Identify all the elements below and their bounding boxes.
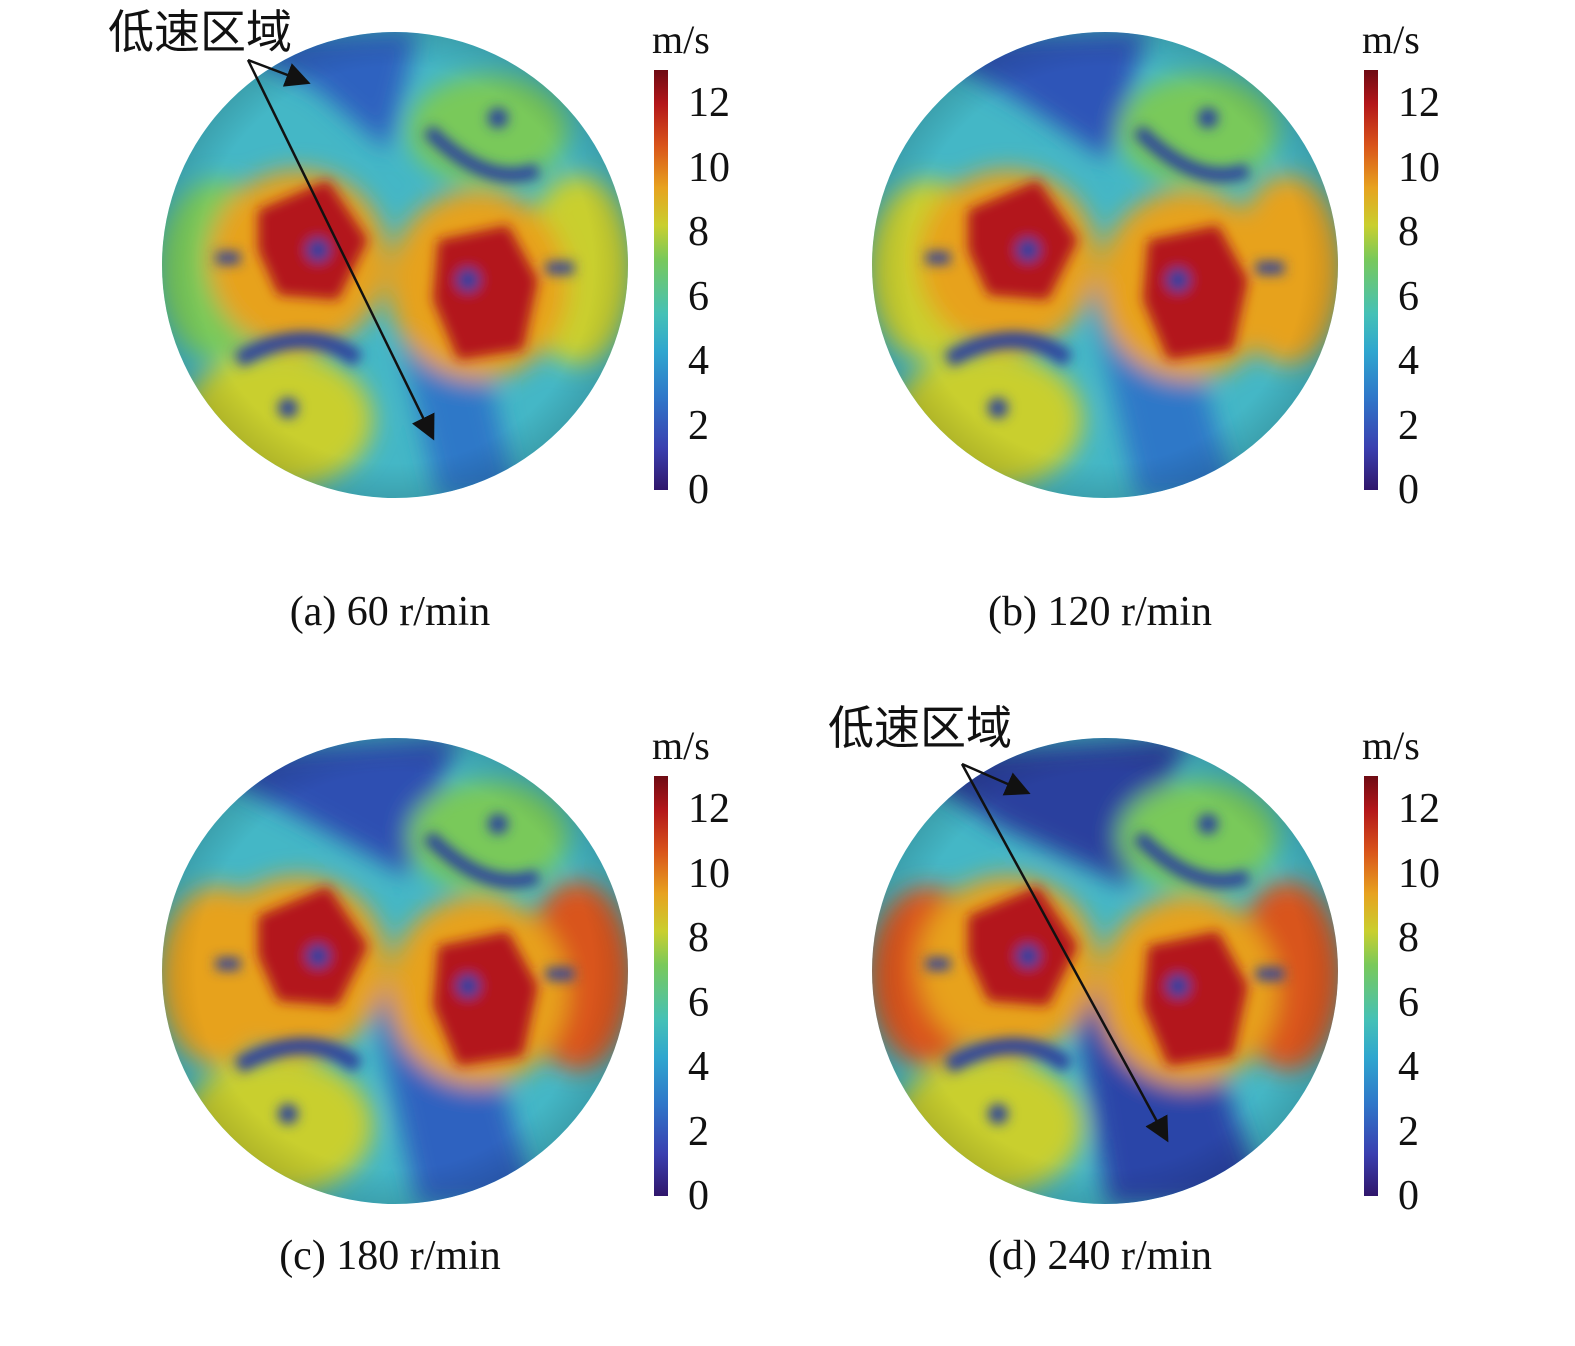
velocity-disk [158, 30, 632, 500]
panel-caption: (d) 240 r/min [988, 1233, 1212, 1279]
tick-label: 10 [1398, 851, 1440, 897]
tick-label: 10 [1398, 145, 1440, 191]
tick-label: 8 [1398, 209, 1419, 255]
tick-label: 6 [688, 274, 709, 320]
tick-label: 10 [688, 145, 730, 191]
tick-label: 4 [1398, 1044, 1419, 1090]
unit-label: m/s [652, 723, 710, 768]
tick-label: 10 [688, 851, 730, 897]
unit-label: m/s [1362, 723, 1420, 768]
tick-label: 2 [1398, 403, 1419, 449]
annotation-label: 低速区域 [108, 5, 292, 59]
tick-label: 4 [688, 338, 709, 384]
tick-label: 0 [1398, 467, 1419, 513]
tick-label: 8 [1398, 915, 1419, 961]
annotation-label: 低速区域 [828, 701, 1012, 755]
panel-caption: (b) 120 r/min [988, 589, 1212, 635]
panel-b: m/s 12 10 8 6 4 2 0 (b) 120 r/min [710, 0, 1490, 640]
panel-c: m/s 12 10 8 6 4 2 0 (c) 180 r/min [0, 706, 780, 1346]
tick-label: 0 [1398, 1173, 1419, 1219]
colorbar [1364, 70, 1378, 490]
tick-label: 6 [1398, 274, 1419, 320]
tick-label: 12 [1398, 80, 1440, 126]
colorbar [654, 70, 668, 490]
panel-caption: (a) 60 r/min [289, 589, 491, 635]
panel-a: m/s 12 10 8 6 4 2 0 低速区域 (a) 60 r/min [0, 0, 780, 640]
panel-d: m/s 12 10 8 6 4 2 0 低速区域 (d) 240 r/min [710, 701, 1490, 1346]
tick-label: 8 [688, 209, 709, 255]
tick-label: 12 [688, 80, 730, 126]
tick-label: 4 [1398, 338, 1419, 384]
unit-label: m/s [1362, 17, 1420, 62]
unit-label: m/s [652, 17, 710, 62]
colorbar [1364, 776, 1378, 1196]
tick-label: 2 [688, 1109, 709, 1155]
colorbar [654, 776, 668, 1196]
velocity-disk [868, 736, 1342, 1206]
velocity-disk [868, 30, 1342, 500]
tick-label: 0 [688, 467, 709, 513]
tick-label: 2 [688, 403, 709, 449]
tick-label: 0 [688, 1173, 709, 1219]
tick-label: 12 [1398, 786, 1440, 832]
tick-label: 4 [688, 1044, 709, 1090]
velocity-disk [158, 736, 632, 1206]
tick-label: 12 [688, 786, 730, 832]
tick-label: 6 [1398, 980, 1419, 1026]
tick-label: 8 [688, 915, 709, 961]
tick-label: 6 [688, 980, 709, 1026]
tick-label: 2 [1398, 1109, 1419, 1155]
panel-caption: (c) 180 r/min [279, 1233, 501, 1279]
